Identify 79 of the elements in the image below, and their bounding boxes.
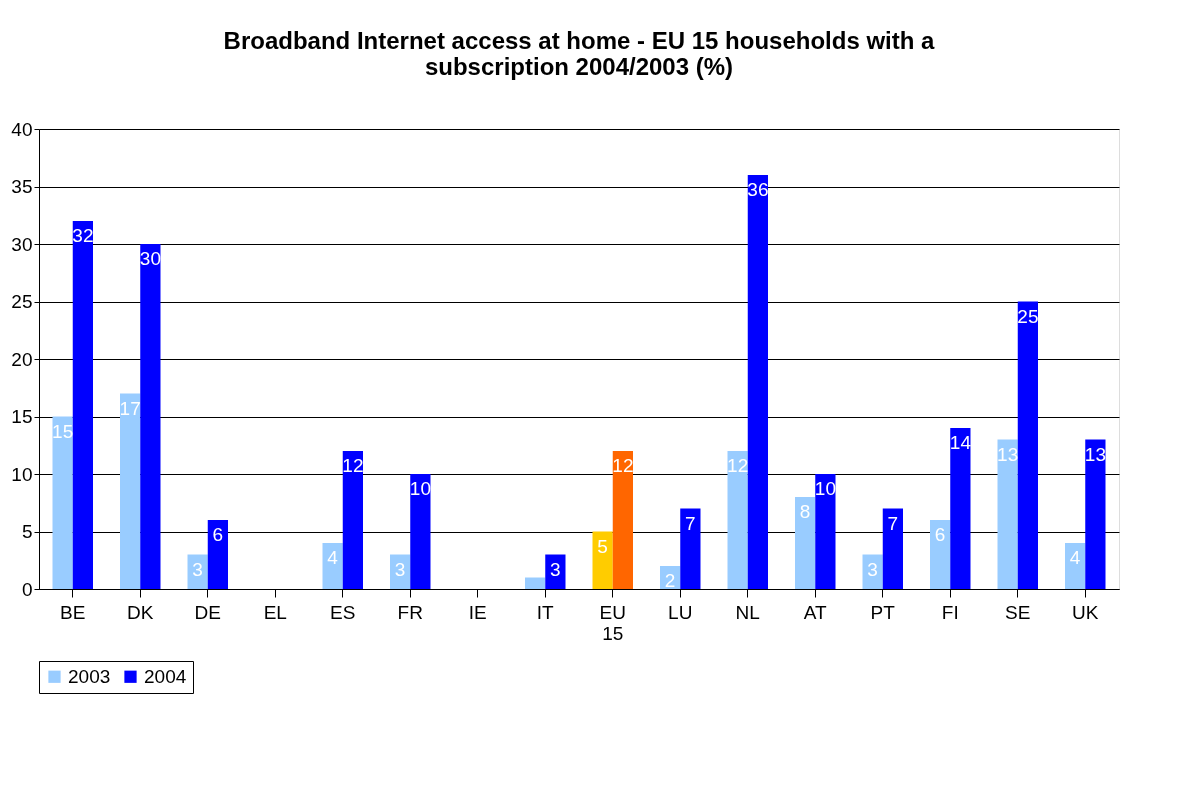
chart-title: Broadband Internet access at home - EU 15 households with a subscription 2004/2003 (%)	[223, 27, 936, 80]
data-label: 4	[327, 547, 339, 568]
data-label: 17	[119, 397, 141, 419]
bar	[1017, 301, 1038, 589]
x-tick-label: PT	[870, 601, 896, 623]
data-label: 3	[867, 558, 878, 580]
x-tick-label: FR	[397, 601, 423, 623]
bar	[342, 451, 363, 589]
bar	[930, 520, 951, 589]
data-label: 6	[934, 524, 946, 545]
bar	[815, 474, 836, 589]
bar	[120, 393, 141, 589]
data-label: 3	[550, 558, 561, 580]
y-tick-label: 10	[11, 463, 33, 485]
legend-label: 2003	[68, 665, 111, 687]
bar	[795, 497, 816, 589]
data-label: 15	[52, 420, 74, 442]
data-label: 14	[949, 432, 972, 453]
y-tick-label: 0	[21, 578, 33, 600]
data-label: 4	[1069, 547, 1081, 568]
data-label: 8	[799, 501, 811, 522]
bar	[1065, 543, 1086, 589]
x-tick-label: IT	[536, 601, 555, 623]
data-label: 12	[612, 455, 634, 476]
data-label: 12	[727, 455, 749, 476]
data-label: 30	[139, 248, 161, 269]
bar	[545, 554, 566, 589]
bar	[727, 451, 748, 589]
bar	[140, 244, 161, 589]
x-tick-label: UK	[1072, 601, 1099, 623]
bar	[410, 474, 431, 589]
y-tick-label: 35	[11, 176, 33, 197]
x-tick-label: DE	[194, 601, 221, 623]
data-label: 6	[212, 524, 224, 545]
x-tick-label: FI	[941, 601, 959, 623]
bar	[680, 508, 701, 589]
x-tick-label: DK	[127, 601, 154, 623]
data-label: 5	[597, 535, 608, 557]
data-label: 32	[72, 225, 94, 246]
bar	[1085, 439, 1106, 589]
x-tick-label: SE	[1005, 601, 1031, 623]
data-label: 3	[192, 558, 203, 580]
bar	[882, 508, 903, 589]
data-label: 13	[997, 443, 1019, 465]
x-tick-label: EU 15	[599, 601, 626, 644]
bar	[612, 451, 633, 589]
y-tick-label: 20	[11, 348, 33, 370]
legend-label: 2004	[144, 665, 187, 687]
data-label: 7	[887, 512, 899, 534]
y-tick-label: 15	[11, 406, 33, 427]
data-label: 12	[342, 455, 364, 476]
bar	[525, 577, 546, 589]
bar	[747, 175, 768, 589]
bar	[950, 428, 971, 589]
data-label: 10	[409, 478, 431, 499]
data-label: 3	[394, 558, 406, 580]
data-label: 2	[664, 570, 676, 591]
y-tick-label: 40	[11, 118, 33, 140]
bar	[997, 439, 1018, 589]
bar	[72, 221, 93, 589]
x-tick-label: EL	[263, 601, 287, 623]
data-label: 25	[1017, 305, 1039, 327]
y-tick-label: 25	[11, 291, 33, 312]
bar	[52, 416, 73, 589]
y-tick-label: 30	[11, 233, 33, 255]
x-tick-label: LU	[668, 601, 693, 623]
x-tick-label: ES	[330, 601, 356, 623]
x-tick-label: IE	[468, 601, 487, 623]
y-tick-label: 5	[21, 521, 33, 542]
x-tick-label: AT	[803, 601, 828, 623]
bar	[322, 543, 343, 589]
bar	[207, 520, 228, 589]
bar	[592, 531, 613, 589]
data-label: 36	[747, 179, 769, 200]
data-label: 10	[814, 478, 836, 499]
x-tick-label: NL	[735, 601, 760, 623]
x-tick-label: BE	[60, 601, 86, 623]
data-label: 7	[685, 512, 696, 534]
data-label: 13	[1084, 443, 1106, 465]
